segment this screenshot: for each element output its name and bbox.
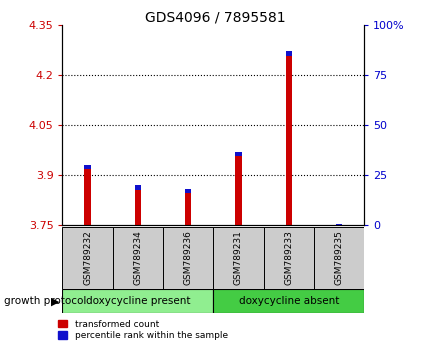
Bar — [62, 289, 213, 313]
Text: GSM789233: GSM789233 — [284, 230, 292, 285]
Bar — [335, 224, 341, 228]
Text: GSM789234: GSM789234 — [133, 230, 142, 285]
Bar — [113, 227, 163, 289]
Bar — [285, 51, 292, 225]
Bar — [84, 165, 91, 225]
Text: GSM789232: GSM789232 — [83, 230, 92, 285]
Bar — [184, 189, 191, 225]
Text: doxycycline present: doxycycline present — [86, 296, 190, 306]
Bar — [213, 289, 363, 313]
Bar — [134, 185, 141, 225]
Bar — [62, 227, 113, 289]
Text: GSM789235: GSM789235 — [334, 230, 343, 285]
Bar — [213, 227, 263, 289]
Bar — [235, 152, 241, 225]
Bar — [184, 189, 191, 193]
Bar — [235, 152, 241, 156]
Bar — [335, 224, 341, 225]
Bar — [163, 227, 213, 289]
Text: GSM789236: GSM789236 — [183, 230, 192, 285]
Text: growth protocol: growth protocol — [4, 296, 86, 306]
Legend: transformed count, percentile rank within the sample: transformed count, percentile rank withi… — [58, 320, 227, 340]
Text: GDS4096 / 7895581: GDS4096 / 7895581 — [145, 11, 285, 25]
Text: ▶: ▶ — [51, 296, 59, 306]
Text: GSM789231: GSM789231 — [233, 230, 243, 285]
Text: doxycycline absent: doxycycline absent — [238, 296, 338, 306]
Bar — [84, 165, 91, 169]
Bar — [285, 51, 292, 56]
Bar — [263, 227, 313, 289]
Bar — [134, 185, 141, 190]
Bar — [313, 227, 363, 289]
